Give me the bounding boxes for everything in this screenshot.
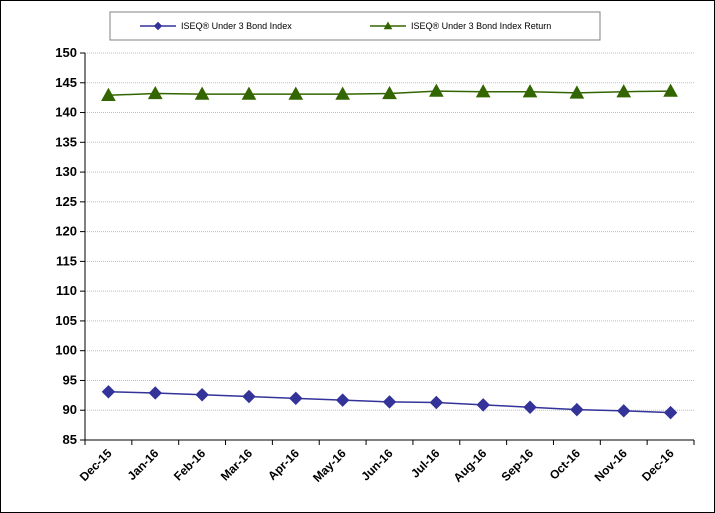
data-point-triangle bbox=[475, 84, 491, 98]
x-tick-label: May-16 bbox=[310, 446, 349, 485]
y-tick-label: 125 bbox=[55, 194, 77, 209]
x-tick-label: Dec-15 bbox=[77, 446, 115, 484]
data-point-diamond bbox=[148, 386, 162, 400]
data-point-triangle bbox=[428, 83, 444, 97]
data-point-diamond bbox=[289, 391, 303, 406]
data-point-triangle bbox=[616, 84, 632, 98]
x-tick-label: Jan-16 bbox=[125, 446, 162, 483]
series-1 bbox=[101, 83, 678, 101]
x-tick-label: Aug-16 bbox=[451, 446, 490, 485]
gridlines bbox=[85, 52, 694, 411]
y-tick-label: 140 bbox=[55, 105, 77, 120]
data-point-diamond bbox=[195, 388, 209, 402]
data-point-triangle bbox=[194, 86, 210, 100]
y-tick-label: 100 bbox=[55, 343, 77, 358]
y-tick-label: 130 bbox=[55, 164, 77, 179]
y-tick-label: 85 bbox=[63, 432, 77, 447]
y-tick-label: 105 bbox=[55, 313, 77, 328]
x-tick-label: Feb-16 bbox=[171, 446, 208, 483]
data-point-triangle bbox=[147, 85, 163, 100]
legend-marker-diamond bbox=[153, 21, 163, 31]
legend: ISEQ® Under 3 Bond Index ISEQ® Under 3 Bo… bbox=[140, 21, 551, 31]
data-point-diamond bbox=[242, 389, 256, 404]
data-point-diamond bbox=[663, 405, 678, 420]
data-point-triangle bbox=[663, 83, 678, 97]
data-point-triangle bbox=[241, 86, 257, 100]
legend-box bbox=[109, 11, 601, 41]
y-tick-label: 90 bbox=[63, 402, 77, 417]
x-tick-label: Nov-16 bbox=[592, 446, 630, 484]
y-tick-label: 135 bbox=[55, 134, 77, 149]
data-point-diamond bbox=[523, 400, 537, 414]
y-tick-label: 145 bbox=[55, 75, 77, 90]
y-tick-label: 115 bbox=[56, 253, 77, 268]
x-tick-label: Apr-16 bbox=[265, 446, 302, 483]
y-axis-ticks: 85 90 95 100 105 110 115 120 125 130 135 140 145 150 bbox=[55, 45, 77, 447]
data-point-diamond bbox=[335, 393, 350, 407]
data-point-triangle bbox=[569, 85, 585, 99]
y-tick-label: 120 bbox=[55, 224, 77, 239]
x-tick-label: Jul-16 bbox=[408, 446, 443, 481]
x-tick-label: Oct-16 bbox=[547, 446, 584, 483]
data-point-triangle bbox=[382, 85, 397, 100]
data-point-diamond bbox=[382, 395, 397, 409]
x-tick-label: Sep-16 bbox=[498, 446, 536, 484]
data-point-diamond bbox=[617, 404, 631, 418]
x-tick-label: Jun-16 bbox=[358, 446, 395, 483]
data-point-diamond bbox=[101, 385, 116, 399]
legend-label: ISEQ® Under 3 Bond Index Return bbox=[411, 21, 551, 31]
axes bbox=[80, 52, 695, 445]
series-group bbox=[101, 83, 678, 420]
series-0 bbox=[101, 385, 678, 420]
data-point-triangle bbox=[288, 86, 304, 100]
x-tick-label: Mar-16 bbox=[218, 446, 255, 483]
y-tick-label: 95 bbox=[63, 372, 77, 387]
x-tick-label: Dec-16 bbox=[639, 446, 677, 484]
data-point-diamond bbox=[570, 402, 584, 417]
x-axis-ticks: Dec-15 Jan-16 Feb-16 Mar-16 Apr-16 May-16 Jun-… bbox=[77, 446, 677, 485]
data-point-diamond bbox=[476, 398, 490, 412]
data-point-diamond bbox=[429, 395, 444, 410]
data-point-triangle bbox=[101, 87, 116, 101]
y-tick-label: 110 bbox=[56, 283, 77, 298]
y-tick-label: 150 bbox=[55, 45, 77, 60]
data-point-triangle bbox=[522, 84, 538, 98]
legend-label: ISEQ® Under 3 Bond Index bbox=[181, 21, 292, 31]
data-point-triangle bbox=[335, 86, 351, 100]
legend-marker-triangle bbox=[383, 21, 393, 30]
